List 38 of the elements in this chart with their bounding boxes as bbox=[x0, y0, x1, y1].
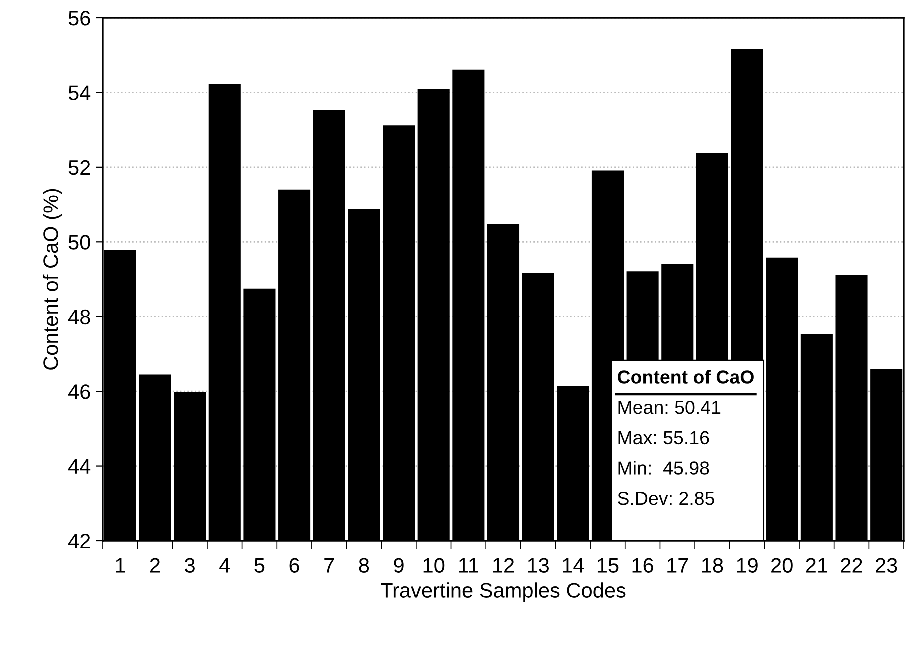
x-tick-label: 13 bbox=[528, 558, 549, 573]
x-tick-label: 8 bbox=[359, 558, 370, 573]
x-tick-label: 22 bbox=[841, 558, 862, 573]
x-tick-label: 12 bbox=[494, 558, 514, 573]
x-tick-label: 17 bbox=[668, 558, 688, 573]
x-tick-label: 7 bbox=[324, 558, 334, 573]
x-tick-label: 6 bbox=[290, 558, 300, 573]
y-tick-label: 48 bbox=[68, 310, 90, 325]
annotation: Max: 55.16 bbox=[618, 431, 710, 445]
x-tick-label: 16 bbox=[632, 558, 654, 573]
x-tick-label: 11 bbox=[459, 558, 478, 573]
x-tick-label: 4 bbox=[220, 558, 230, 573]
x-axis-title: Travertine Samples Codes bbox=[381, 582, 626, 602]
annotation: Content of CaO bbox=[618, 370, 754, 384]
x-tick-label: 19 bbox=[737, 558, 758, 573]
x-tick-label: 15 bbox=[598, 558, 619, 573]
x-tick-label: 14 bbox=[563, 558, 584, 573]
x-tick-label: 10 bbox=[424, 558, 445, 573]
annotation: S.Dev: 2.85 bbox=[618, 492, 714, 506]
x-tick-label: 18 bbox=[702, 558, 724, 573]
annotation: Min: 45.98 bbox=[618, 461, 710, 475]
y-tick-label: 50 bbox=[68, 235, 90, 250]
y-tick-label: 56 bbox=[68, 11, 90, 26]
y-tick-label: 42 bbox=[68, 534, 90, 549]
x-tick-label: 21 bbox=[806, 558, 828, 573]
y-tick-label: 46 bbox=[68, 384, 90, 400]
annotation: Mean: 50.41 bbox=[618, 400, 721, 414]
y-tick-label: 44 bbox=[68, 460, 91, 474]
x-tick-label: 2 bbox=[150, 558, 160, 573]
y-axis-title: Content of CaO (%) bbox=[43, 189, 62, 370]
x-tick-label: 5 bbox=[254, 558, 265, 573]
x-tick-label: 23 bbox=[876, 558, 898, 573]
x-tick-label: 3 bbox=[185, 558, 195, 573]
x-tick-label: 9 bbox=[394, 558, 404, 573]
x-tick-label: 1 bbox=[116, 558, 126, 573]
x-tick-label: 20 bbox=[772, 558, 793, 573]
y-tick-label: 54 bbox=[68, 86, 91, 100]
y-tick-label: 52 bbox=[68, 160, 90, 176]
